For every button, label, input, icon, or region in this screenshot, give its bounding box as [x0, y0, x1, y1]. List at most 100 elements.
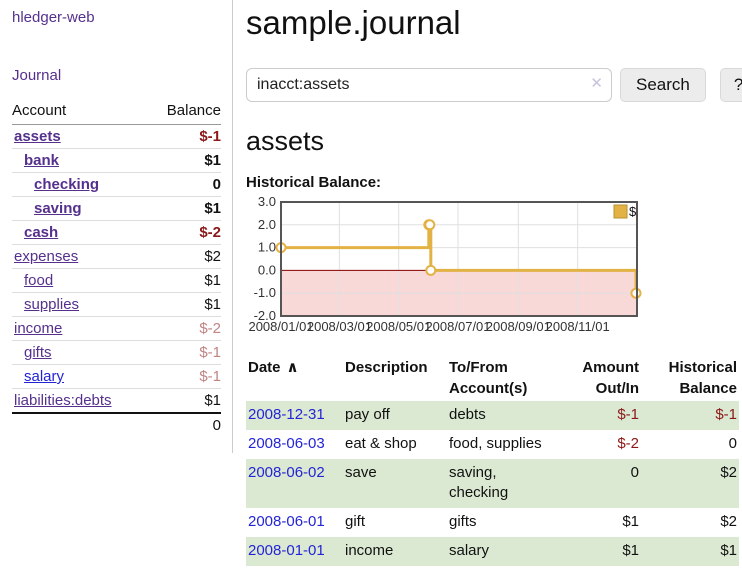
balance-column-header-main: Historical Balance [668, 359, 737, 397]
register-row: 2008-06-01 gift gifts $1 $2 [246, 508, 739, 537]
account-row: bank $1 [12, 148, 221, 173]
legend-label: $ [629, 204, 637, 219]
account-balance: $1 [204, 272, 221, 289]
transaction-balance: $2 [720, 513, 737, 531]
transaction-date-link[interactable]: 2008-06-03 [248, 435, 325, 453]
transaction-description: income [345, 541, 394, 559]
transaction-amount: $1 [622, 513, 639, 531]
transaction-amount: $-1 [617, 406, 639, 424]
transaction-date-link[interactable]: 2008-01-01 [248, 541, 325, 559]
transaction-date-link[interactable]: 2008-06-02 [248, 463, 325, 481]
date-column-header[interactable]: Date ∧ [248, 359, 299, 376]
account-row: saving $1 [12, 196, 221, 221]
account-balance: $1 [204, 296, 221, 313]
chart-title: Historical Balance: [246, 174, 382, 191]
transaction-date-link[interactable]: 2008-12-31 [248, 406, 325, 424]
transaction-date-link[interactable]: 2008-06-01 [248, 513, 325, 531]
account-link[interactable]: supplies [24, 296, 80, 313]
search-input[interactable] [246, 68, 612, 102]
account-row: income $-2 [12, 316, 221, 341]
amount-column-header: Amount Out/In [582, 359, 639, 397]
account-row: salary $-1 [12, 364, 221, 389]
register-row: 2008-12-31 pay off debts $-1 $-1 [246, 401, 739, 431]
account-link[interactable]: gifts [24, 344, 52, 361]
account-balance: $-1 [199, 128, 221, 145]
sort-ascending-icon: ∧ [286, 359, 299, 376]
register-row: 2008-06-03 eat & shop food, supplies $-2 0 [246, 430, 739, 459]
account-balance: $-1 [199, 368, 221, 385]
account-tree-header: Account Balance [12, 99, 221, 125]
account-row: supplies $1 [12, 292, 221, 317]
sidebar-item-journal[interactable]: Journal [12, 67, 62, 84]
account-row: expenses $2 [12, 244, 221, 269]
help-button[interactable]: ? [719, 68, 742, 102]
account-heading: assets [246, 126, 325, 156]
register-header-row: Date ∧ Description To/From Account(s) Amo… [246, 356, 739, 401]
account-row: gifts $-1 [12, 340, 221, 365]
x-tick-label: 2008/05/01 [366, 319, 431, 334]
page-title: sample.journal [246, 4, 461, 41]
search-form: ✕ Search ? [246, 68, 742, 102]
account-row: checking 0 [12, 172, 221, 197]
register-row: 2008-01-01 income salary $1 $1 [246, 536, 739, 566]
register-body: 2008-12-31 pay off debts $-1 $-1 2008-06-03 ea… [246, 401, 739, 566]
account-tree-body: assets $-1 bank $1 checking 0 saving $1 cash $-2 e… [12, 125, 221, 414]
account-balance: $2 [204, 248, 221, 265]
transaction-amount: $-2 [617, 435, 639, 453]
transaction-amount: 0 [630, 463, 639, 481]
account-link[interactable]: assets [14, 128, 61, 145]
transaction-description: eat & shop [345, 435, 417, 453]
transaction-balance: 0 [728, 435, 737, 453]
account-link[interactable]: expenses [14, 248, 79, 265]
account-link[interactable]: food [24, 272, 54, 289]
account-link[interactable]: income [14, 320, 63, 337]
account-link[interactable]: saving [34, 200, 82, 217]
account-balance: 0 [212, 176, 221, 193]
description-column-header: Description [345, 359, 428, 376]
transaction-balance: $1 [720, 541, 737, 559]
account-link[interactable]: checking [34, 176, 100, 193]
account-link[interactable]: cash [24, 224, 59, 241]
y-tick-label: 3.0 [258, 194, 276, 209]
search-input-wrap: ✕ [246, 68, 612, 102]
data-point-marker [424, 219, 436, 231]
account-link[interactable]: liabilities:debts [14, 392, 112, 409]
account-balance: $1 [204, 152, 221, 169]
sidebar: hledger-web Journal Account Balance asse… [0, 0, 233, 453]
brand-link[interactable]: hledger-web [12, 9, 95, 26]
transaction-description: pay off [345, 406, 390, 424]
main-content: sample.journal ✕ Search ? assets Histori… [233, 0, 742, 582]
transaction-description: gift [345, 513, 366, 531]
historical-balance-chart[interactable]: $3.0 2.0 1.0 0.0 -1.0 -2.02008/01/012008/03/0… [246, 194, 742, 336]
account-link[interactable]: salary [24, 368, 65, 385]
account-row: food $1 [12, 268, 221, 293]
y-tick-label: 0.0 [258, 262, 276, 277]
transaction-accounts: saving, checking [449, 463, 509, 502]
account-balance: $1 [204, 200, 221, 217]
transaction-amount: $1 [622, 541, 639, 559]
search-button[interactable]: Search [620, 68, 706, 102]
legend-swatch [613, 204, 628, 219]
account-link[interactable]: bank [24, 152, 60, 169]
data-point-marker [425, 264, 437, 276]
y-tick-label: 2.0 [258, 217, 276, 232]
account-balance: $1 [204, 392, 221, 409]
account-column-header: Account [12, 99, 148, 125]
x-tick-label: 2008/01/01 [248, 319, 313, 334]
register-row: 2008-06-02 save saving, checking 0 $2 [246, 458, 739, 509]
account-tree-total-row: 0 [12, 412, 221, 437]
account-balance: $-1 [199, 344, 221, 361]
account-row: assets $-1 [12, 125, 221, 149]
account-balance: $-2 [199, 320, 221, 337]
x-tick-label: 2008/07/01 [425, 319, 490, 334]
x-tick-label: 2008/11/01 [546, 319, 610, 334]
clear-search-icon[interactable]: ✕ [590, 75, 603, 92]
transaction-balance: $2 [720, 463, 737, 481]
transaction-accounts: food, supplies [449, 435, 542, 453]
transaction-balance: $-1 [715, 406, 737, 424]
balance-column-header: Balance [147, 99, 221, 125]
transaction-accounts: gifts [449, 513, 477, 531]
register-table: Date ∧ Description To/From Account(s) Amo… [246, 356, 739, 566]
account-row: cash $-2 [12, 220, 221, 245]
